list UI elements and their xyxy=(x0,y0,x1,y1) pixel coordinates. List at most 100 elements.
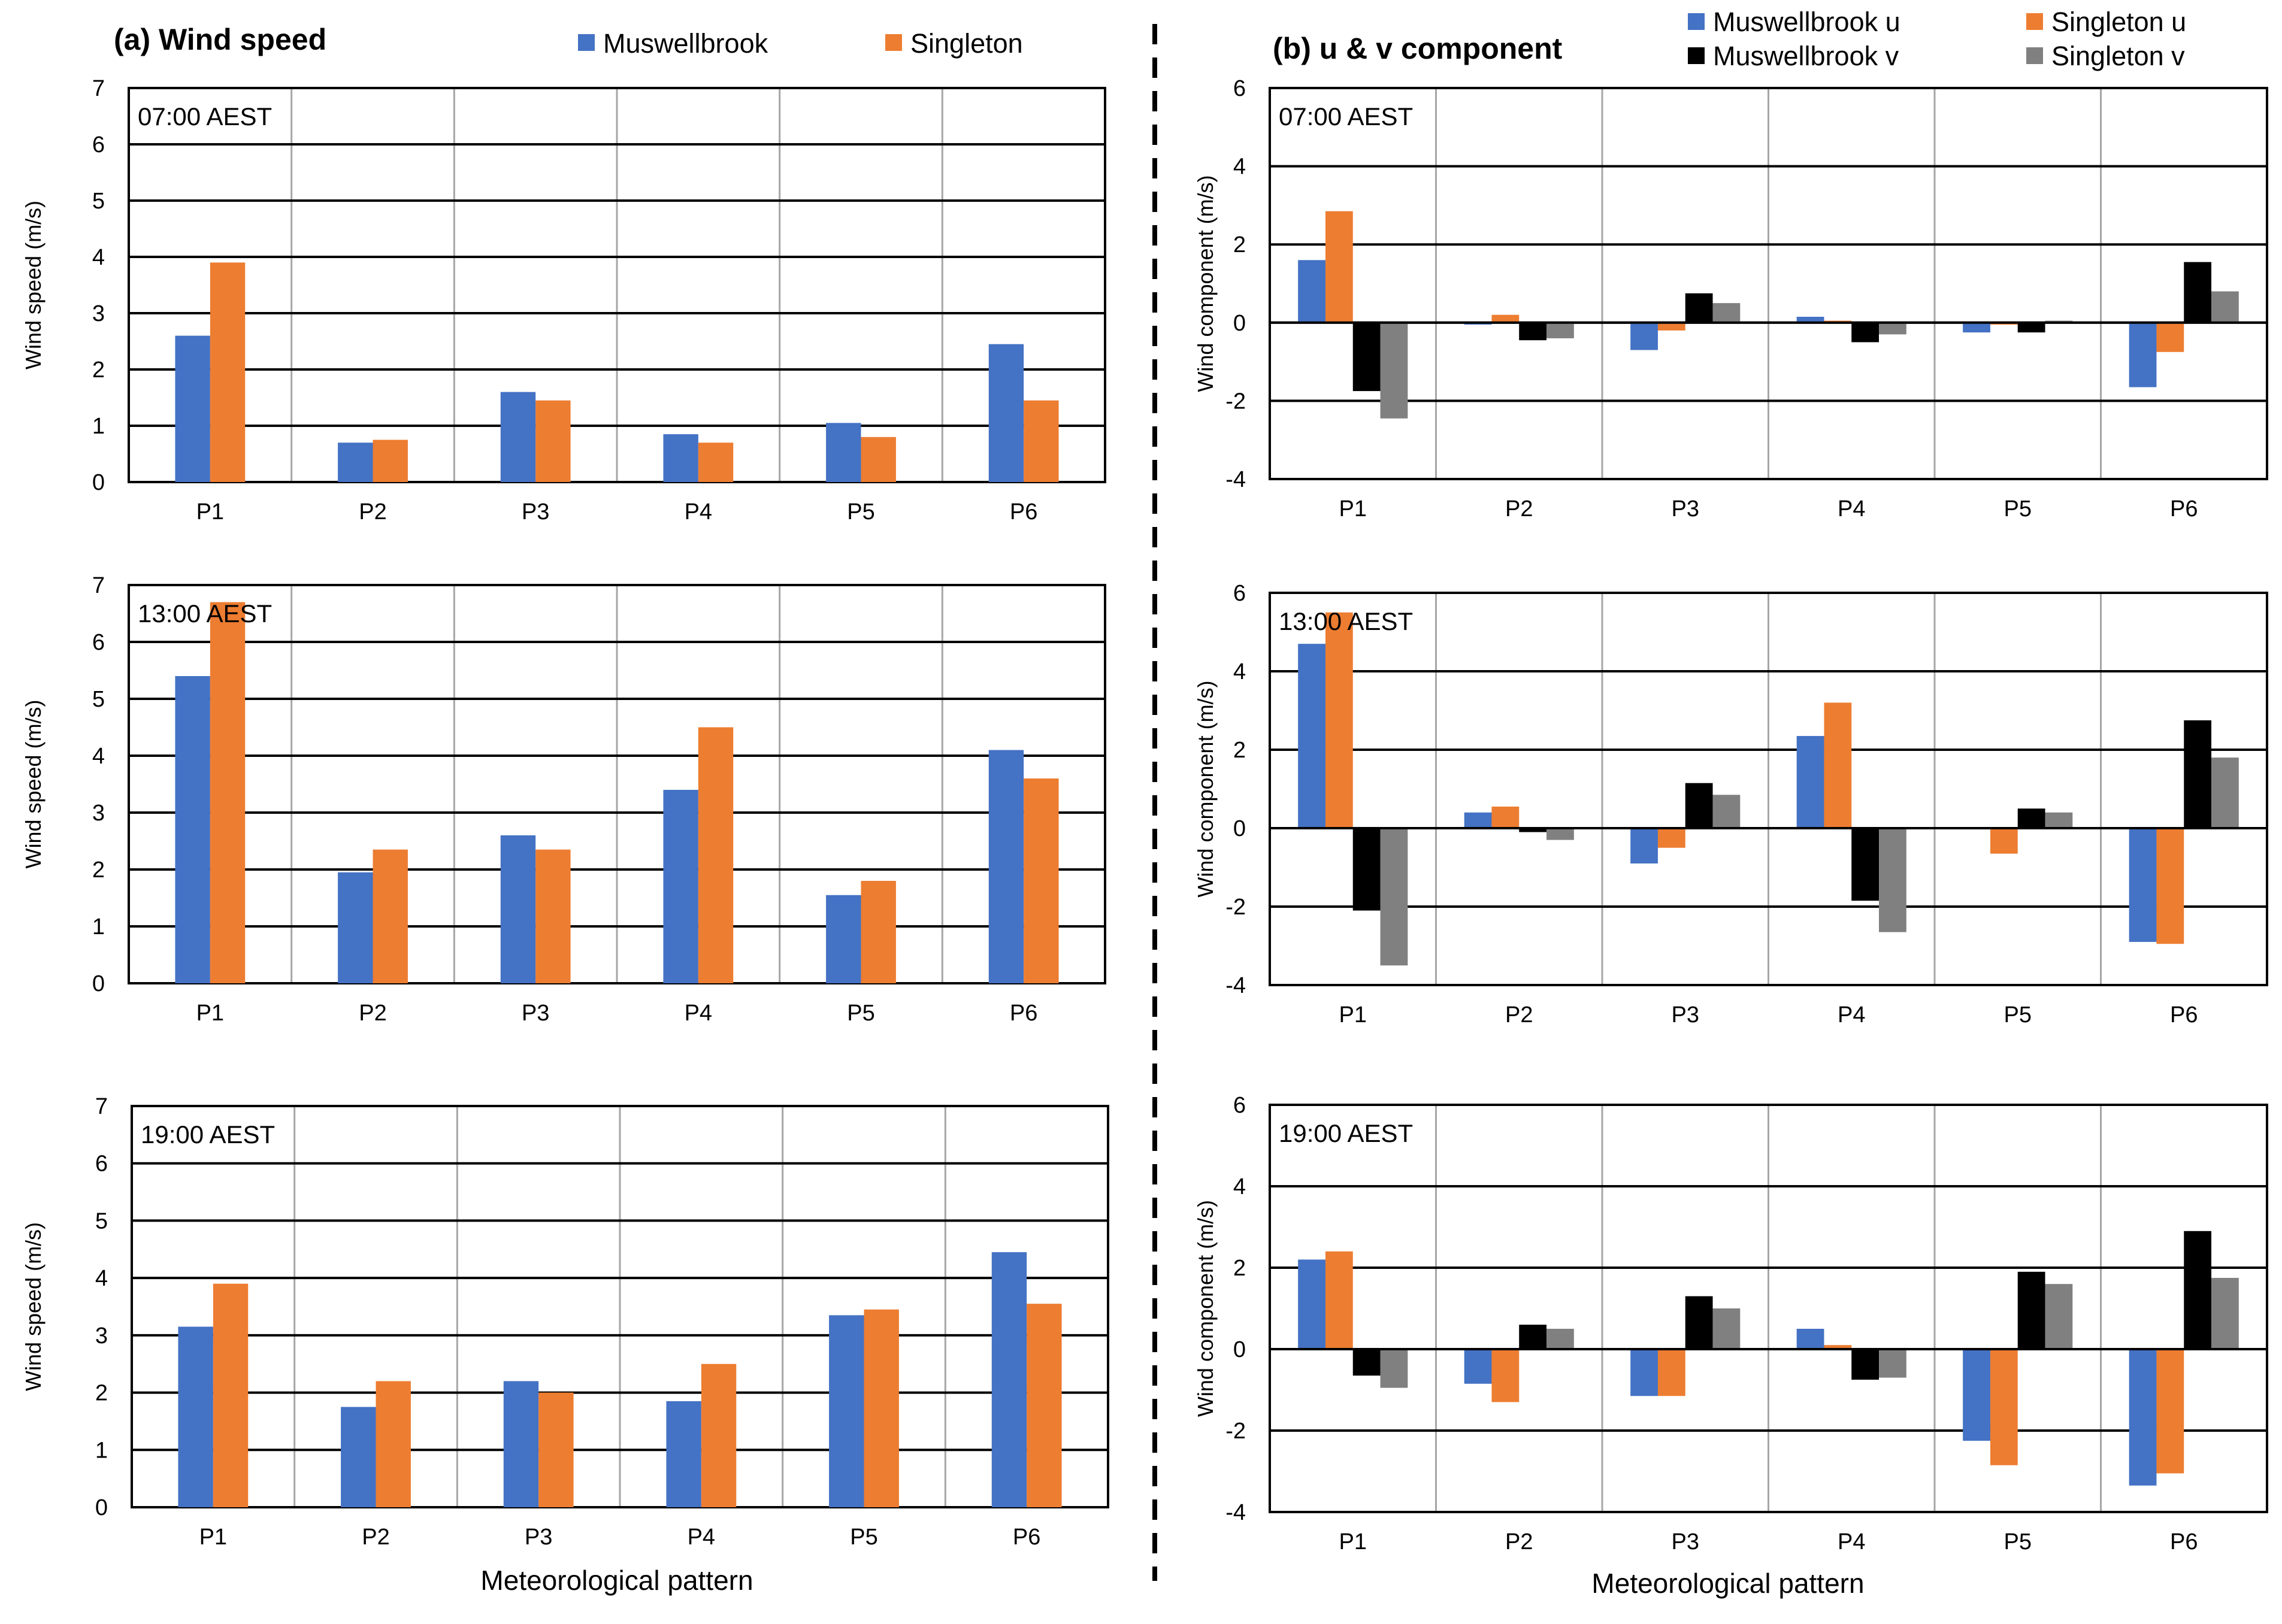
chart-a-13-00-aest-bar-muswellbrook-p3 xyxy=(500,835,536,983)
chart-b-19-00-aest-bar-muswellbrook-u-p2 xyxy=(1464,1349,1492,1384)
chart-a-07-00-aest-x-tick-label: P2 xyxy=(359,499,386,525)
chart-b-13-00-aest-y-tick-label: 0 xyxy=(1233,816,1246,841)
chart-b-19-00-aest-bar-muswellbrook-v-p4 xyxy=(1851,1349,1880,1380)
chart-a-13-00-aest-frame xyxy=(128,584,1106,984)
chart-a-19-00-aest-bar-muswellbrook-p3 xyxy=(503,1381,539,1507)
legend-swatch-singleton-u xyxy=(2026,13,2043,30)
chart-a-07-00-aest-bar-singleton-p1 xyxy=(210,262,246,482)
chart-b-07-00-aest-x-tick-label: P6 xyxy=(2170,496,2198,522)
chart-a-19-00-aest-y-tick-label: 4 xyxy=(95,1266,108,1291)
chart-b-19-00-aest-bar-muswellbrook-v-p1 xyxy=(1352,1349,1381,1376)
chart-b-07-00-aest-y-tick-label: 4 xyxy=(1233,154,1246,180)
legend-label-muswellbrook-u: Muswellbrook u xyxy=(1713,7,1900,37)
chart-b-07-00-aest-bar-singleton-u-p6 xyxy=(2156,322,2184,352)
chart-a-19-00-aest-bar-singleton-p3 xyxy=(538,1392,574,1507)
chart-a-13-00-aest-y-tick-label: 5 xyxy=(92,687,105,712)
chart-a-07-00-aest-y-tick-label: 6 xyxy=(92,132,105,157)
chart-a-13-00-aest-y-tick-label: 4 xyxy=(92,744,105,769)
chart-b-19-00-aest-bar-muswellbrook-u-p1 xyxy=(1298,1259,1325,1349)
chart-a-19-00-aest-x-tick-label: P3 xyxy=(525,1525,552,1550)
chart-b-19-00-aest-y-axis-title: Wind component (m/s) xyxy=(1193,1200,1218,1417)
chart-a-19-00-aest-bar-singleton-p2 xyxy=(376,1381,411,1507)
chart-a-13-00-aest-y-tick-label: 7 xyxy=(92,573,105,598)
chart-b-19-00-aest-x-tick-label: P3 xyxy=(1672,1529,1699,1555)
chart-a-07-00-aest-bar-muswellbrook-p5 xyxy=(826,423,861,482)
chart-a-13-00-aest-x-tick-label: P4 xyxy=(685,1001,712,1026)
chart-b-13-00-aest-bar-singleton-u-p4 xyxy=(1824,702,1852,828)
chart-b-19-00-aest-bar-singleton-v-p6 xyxy=(2211,1278,2239,1349)
chart-a-19-00-aest-y-tick-label: 6 xyxy=(95,1152,108,1177)
chart-b-0700: -4 -2 0 2 4 6 P1 P2 P3 P4 P5 P6 07:00 AEST Wind compo… xyxy=(1193,76,2268,522)
chart-a-1900: 0 1 2 3 4 5 6 7 P1 P2 P3 P4 P5 P6 19:00 AEST Wind speed… xyxy=(21,1094,1109,1550)
chart-a-13-00-aest-bar-muswellbrook-p4 xyxy=(663,790,698,983)
chart-b-07-00-aest-bar-singleton-v-p4 xyxy=(1879,322,1906,335)
chart-b-07-00-aest-bar-muswellbrook-v-p5 xyxy=(2017,322,2045,333)
chart-b-07-00-aest-bar-muswellbrook-u-p6 xyxy=(2129,322,2157,387)
chart-b-07-00-aest-y-tick-label: 0 xyxy=(1233,311,1246,336)
chart-b-13-00-aest-y-tick-label: 2 xyxy=(1233,738,1246,763)
chart-b-19-00-aest-bar-muswellbrook-u-p6 xyxy=(2129,1349,2157,1486)
chart-b-07-00-aest-y-tick-label: 6 xyxy=(1233,76,1246,101)
chart-a-07-00-aest-bar-muswellbrook-p6 xyxy=(988,344,1024,482)
chart-a-13-00-aest-x-tick-label: P2 xyxy=(359,1001,386,1026)
chart-a-19-00-aest-x-tick-label: P5 xyxy=(850,1525,877,1550)
chart-b-07-00-aest-bar-muswellbrook-v-p6 xyxy=(2184,262,2212,323)
chart-b-07-00-aest-bar-singleton-v-p6 xyxy=(2211,291,2239,323)
chart-a-13-00-aest-bar-singleton-p3 xyxy=(535,849,571,983)
chart-a-07-00-aest-bar-singleton-p5 xyxy=(861,437,896,482)
chart-b-07-00-aest-bar-singleton-u-p1 xyxy=(1325,211,1353,323)
chart-b-07-00-aest-bar-muswellbrook-u-p3 xyxy=(1630,322,1658,350)
chart-b-07-00-aest-bar-singleton-u-p2 xyxy=(1491,314,1520,323)
chart-b-13-00-aest-x-tick-label: P2 xyxy=(1505,1002,1533,1028)
chart-b-07-00-aest-bar-singleton-v-p2 xyxy=(1546,322,1574,338)
chart-b-13-00-aest-y-tick-label: -4 xyxy=(1225,973,1246,998)
chart-a-13-00-aest-bar-muswellbrook-p2 xyxy=(338,872,373,983)
chart-b-19-00-aest-bar-singleton-u-p1 xyxy=(1325,1251,1353,1349)
chart-a-07-00-aest-bar-muswellbrook-p2 xyxy=(338,443,373,482)
chart-a-13-00-aest-x-tick-label: P1 xyxy=(196,1001,224,1026)
chart-a-19-00-aest-bar-muswellbrook-p2 xyxy=(341,1407,376,1507)
chart-a-07-00-aest-bar-muswellbrook-p4 xyxy=(663,434,698,482)
chart-a-19-00-aest-bar-singleton-p6 xyxy=(1027,1304,1062,1507)
chart-b-13-00-aest-bar-muswellbrook-v-p3 xyxy=(1685,783,1713,828)
chart-b-07-00-aest-bar-muswellbrook-u-p1 xyxy=(1298,260,1325,323)
legend-swatch-singleton-v xyxy=(2026,47,2043,64)
chart-b-07-00-aest-x-tick-label: P2 xyxy=(1505,496,1533,522)
chart-b-19-00-aest-y-tick-label: 6 xyxy=(1233,1093,1246,1118)
chart-a-19-00-aest-y-tick-label: 2 xyxy=(95,1381,108,1406)
chart-b-13-00-aest-bar-singleton-v-p6 xyxy=(2211,758,2239,828)
chart-a-07-00-aest-x-tick-label: P3 xyxy=(522,499,549,525)
chart-b-13-00-aest-bar-muswellbrook-u-p2 xyxy=(1464,812,1492,828)
chart-b-07-00-aest-frame xyxy=(1269,87,2268,480)
chart-b-07-00-aest-y-tick-label: -2 xyxy=(1225,389,1246,414)
panel-a-legend: Muswellbrook Singleton xyxy=(578,28,1023,59)
chart-b-19-00-aest-bar-muswellbrook-v-p3 xyxy=(1685,1296,1713,1349)
chart-a-13-00-aest-y-axis-title: Wind speed (m/s) xyxy=(21,699,46,868)
chart-a-19-00-aest-bar-muswellbrook-p4 xyxy=(666,1401,701,1507)
chart-b-19-00-aest-x-tick-label: P2 xyxy=(1505,1529,1533,1555)
chart-a-19-00-aest-bar-singleton-p5 xyxy=(864,1309,899,1507)
legend-swatch-muswellbrook xyxy=(578,34,595,51)
chart-b-13-00-aest-bar-muswellbrook-u-p3 xyxy=(1630,828,1658,863)
chart-b-19-00-aest-frame xyxy=(1269,1104,2268,1513)
chart-b-07-00-aest-y-axis-title: Wind component (m/s) xyxy=(1193,175,1218,392)
chart-a-07-00-aest-bar-singleton-p2 xyxy=(373,440,408,482)
chart-b-19-00-aest-bar-muswellbrook-u-p5 xyxy=(1963,1349,1990,1441)
chart-a-13-00-aest-bar-singleton-p5 xyxy=(861,881,896,983)
chart-b-07-00-aest-x-tick-label: P3 xyxy=(1672,496,1699,522)
chart-b-07-00-aest-x-tick-label: P1 xyxy=(1339,496,1367,522)
chart-b-13-00-aest-x-tick-label: P6 xyxy=(2170,1002,2198,1028)
chart-a-07-00-aest-y-tick-label: 5 xyxy=(92,189,105,214)
chart-b-19-00-aest-x-tick-label: P1 xyxy=(1339,1529,1367,1555)
chart-b-19-00-aest-bar-singleton-u-p5 xyxy=(1990,1349,2018,1465)
chart-a-19-00-aest-y-tick-label: 3 xyxy=(95,1323,108,1349)
chart-b-13-00-aest-x-tick-label: P4 xyxy=(1838,1002,1865,1028)
chart-b-13-00-aest-bar-singleton-u-p1 xyxy=(1325,612,1353,828)
chart-b-19-00-aest-x-tick-label: P6 xyxy=(2170,1529,2198,1555)
chart-a-19-00-aest-bar-muswellbrook-p1 xyxy=(178,1326,213,1507)
chart-a-19-00-aest-x-tick-label: P4 xyxy=(688,1525,715,1550)
chart-b-19-00-aest-bar-muswellbrook-u-p3 xyxy=(1630,1349,1658,1396)
chart-b-13-00-aest-bar-singleton-u-p2 xyxy=(1491,806,1520,828)
chart-a-13-00-aest-y-tick-label: 2 xyxy=(92,858,105,883)
